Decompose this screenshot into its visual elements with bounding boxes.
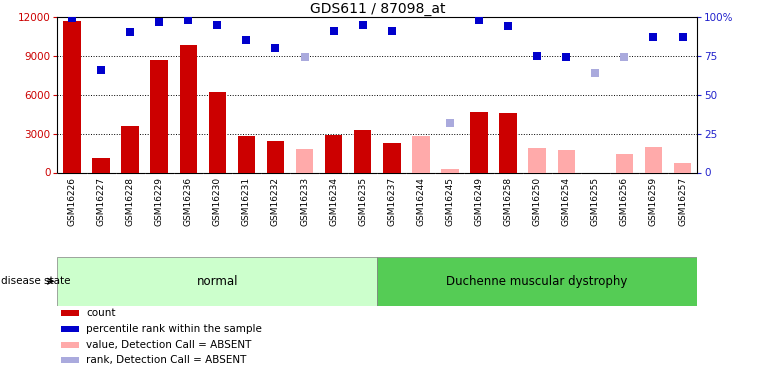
Bar [61,310,79,316]
Point [444,120,456,126]
Text: GSM16231: GSM16231 [242,177,251,226]
Bar [121,126,139,172]
Bar [441,169,459,172]
Bar [57,257,377,306]
Point [385,28,398,34]
Point [676,34,689,40]
Text: GSM16226: GSM16226 [67,177,77,226]
Point [618,54,630,60]
Title: GDS611 / 87098_at: GDS611 / 87098_at [309,2,445,16]
Bar [383,142,401,172]
Text: disease state: disease state [1,276,70,286]
Text: GSM16245: GSM16245 [446,177,454,226]
Point [589,70,601,76]
Bar [237,136,255,172]
Text: GSM16255: GSM16255 [591,177,600,226]
Text: GSM16235: GSM16235 [358,177,367,226]
Bar [529,148,546,172]
Bar [325,135,342,172]
Point [95,67,107,73]
Point [66,15,78,21]
Text: GSM16236: GSM16236 [184,177,193,226]
Text: GSM16229: GSM16229 [155,177,164,226]
Bar [61,357,79,363]
Bar [93,158,110,172]
Text: GSM16244: GSM16244 [417,177,425,226]
Bar [674,164,691,172]
Point [270,45,282,51]
Point [211,22,224,28]
Text: GSM16257: GSM16257 [678,177,687,226]
Text: rank, Detection Call = ABSENT: rank, Detection Call = ABSENT [87,355,247,365]
Text: GSM16227: GSM16227 [97,177,106,226]
Bar [64,21,80,172]
Text: percentile rank within the sample: percentile rank within the sample [87,324,262,334]
Point [357,22,369,28]
Text: GSM16237: GSM16237 [388,177,396,226]
Bar [267,141,284,172]
Bar [616,154,633,172]
Text: GSM16233: GSM16233 [300,177,309,226]
Text: GSM16250: GSM16250 [532,177,542,226]
Bar [354,130,372,172]
Point [328,28,340,34]
Point [124,30,136,36]
Text: GSM16254: GSM16254 [561,177,571,226]
Point [299,54,311,60]
Text: normal: normal [197,275,238,288]
Point [241,37,253,43]
Text: GSM16228: GSM16228 [126,177,135,226]
Text: GSM16234: GSM16234 [329,177,338,226]
Bar [377,257,697,306]
Bar [179,45,197,172]
Point [560,54,572,60]
Point [502,23,514,29]
Text: GSM16249: GSM16249 [474,177,483,226]
Point [473,17,485,23]
Text: value, Detection Call = ABSENT: value, Detection Call = ABSENT [87,340,251,350]
Text: GSM16256: GSM16256 [620,177,629,226]
Text: GSM16258: GSM16258 [503,177,512,226]
Bar [558,150,575,172]
Text: count: count [87,308,116,318]
Bar [61,326,79,332]
Bar [296,149,313,172]
Bar [61,342,79,348]
Text: GSM16259: GSM16259 [649,177,658,226]
Bar [208,92,226,172]
Text: Duchenne muscular dystrophy: Duchenne muscular dystrophy [447,275,628,288]
Bar [412,136,430,172]
Bar [499,113,517,172]
Bar [645,147,662,172]
Bar [470,111,488,172]
Text: GSM16232: GSM16232 [271,177,280,226]
Point [531,53,543,59]
Bar [150,60,168,172]
Point [647,34,660,40]
Point [153,18,165,24]
Text: GSM16230: GSM16230 [213,177,222,226]
Point [182,17,195,23]
